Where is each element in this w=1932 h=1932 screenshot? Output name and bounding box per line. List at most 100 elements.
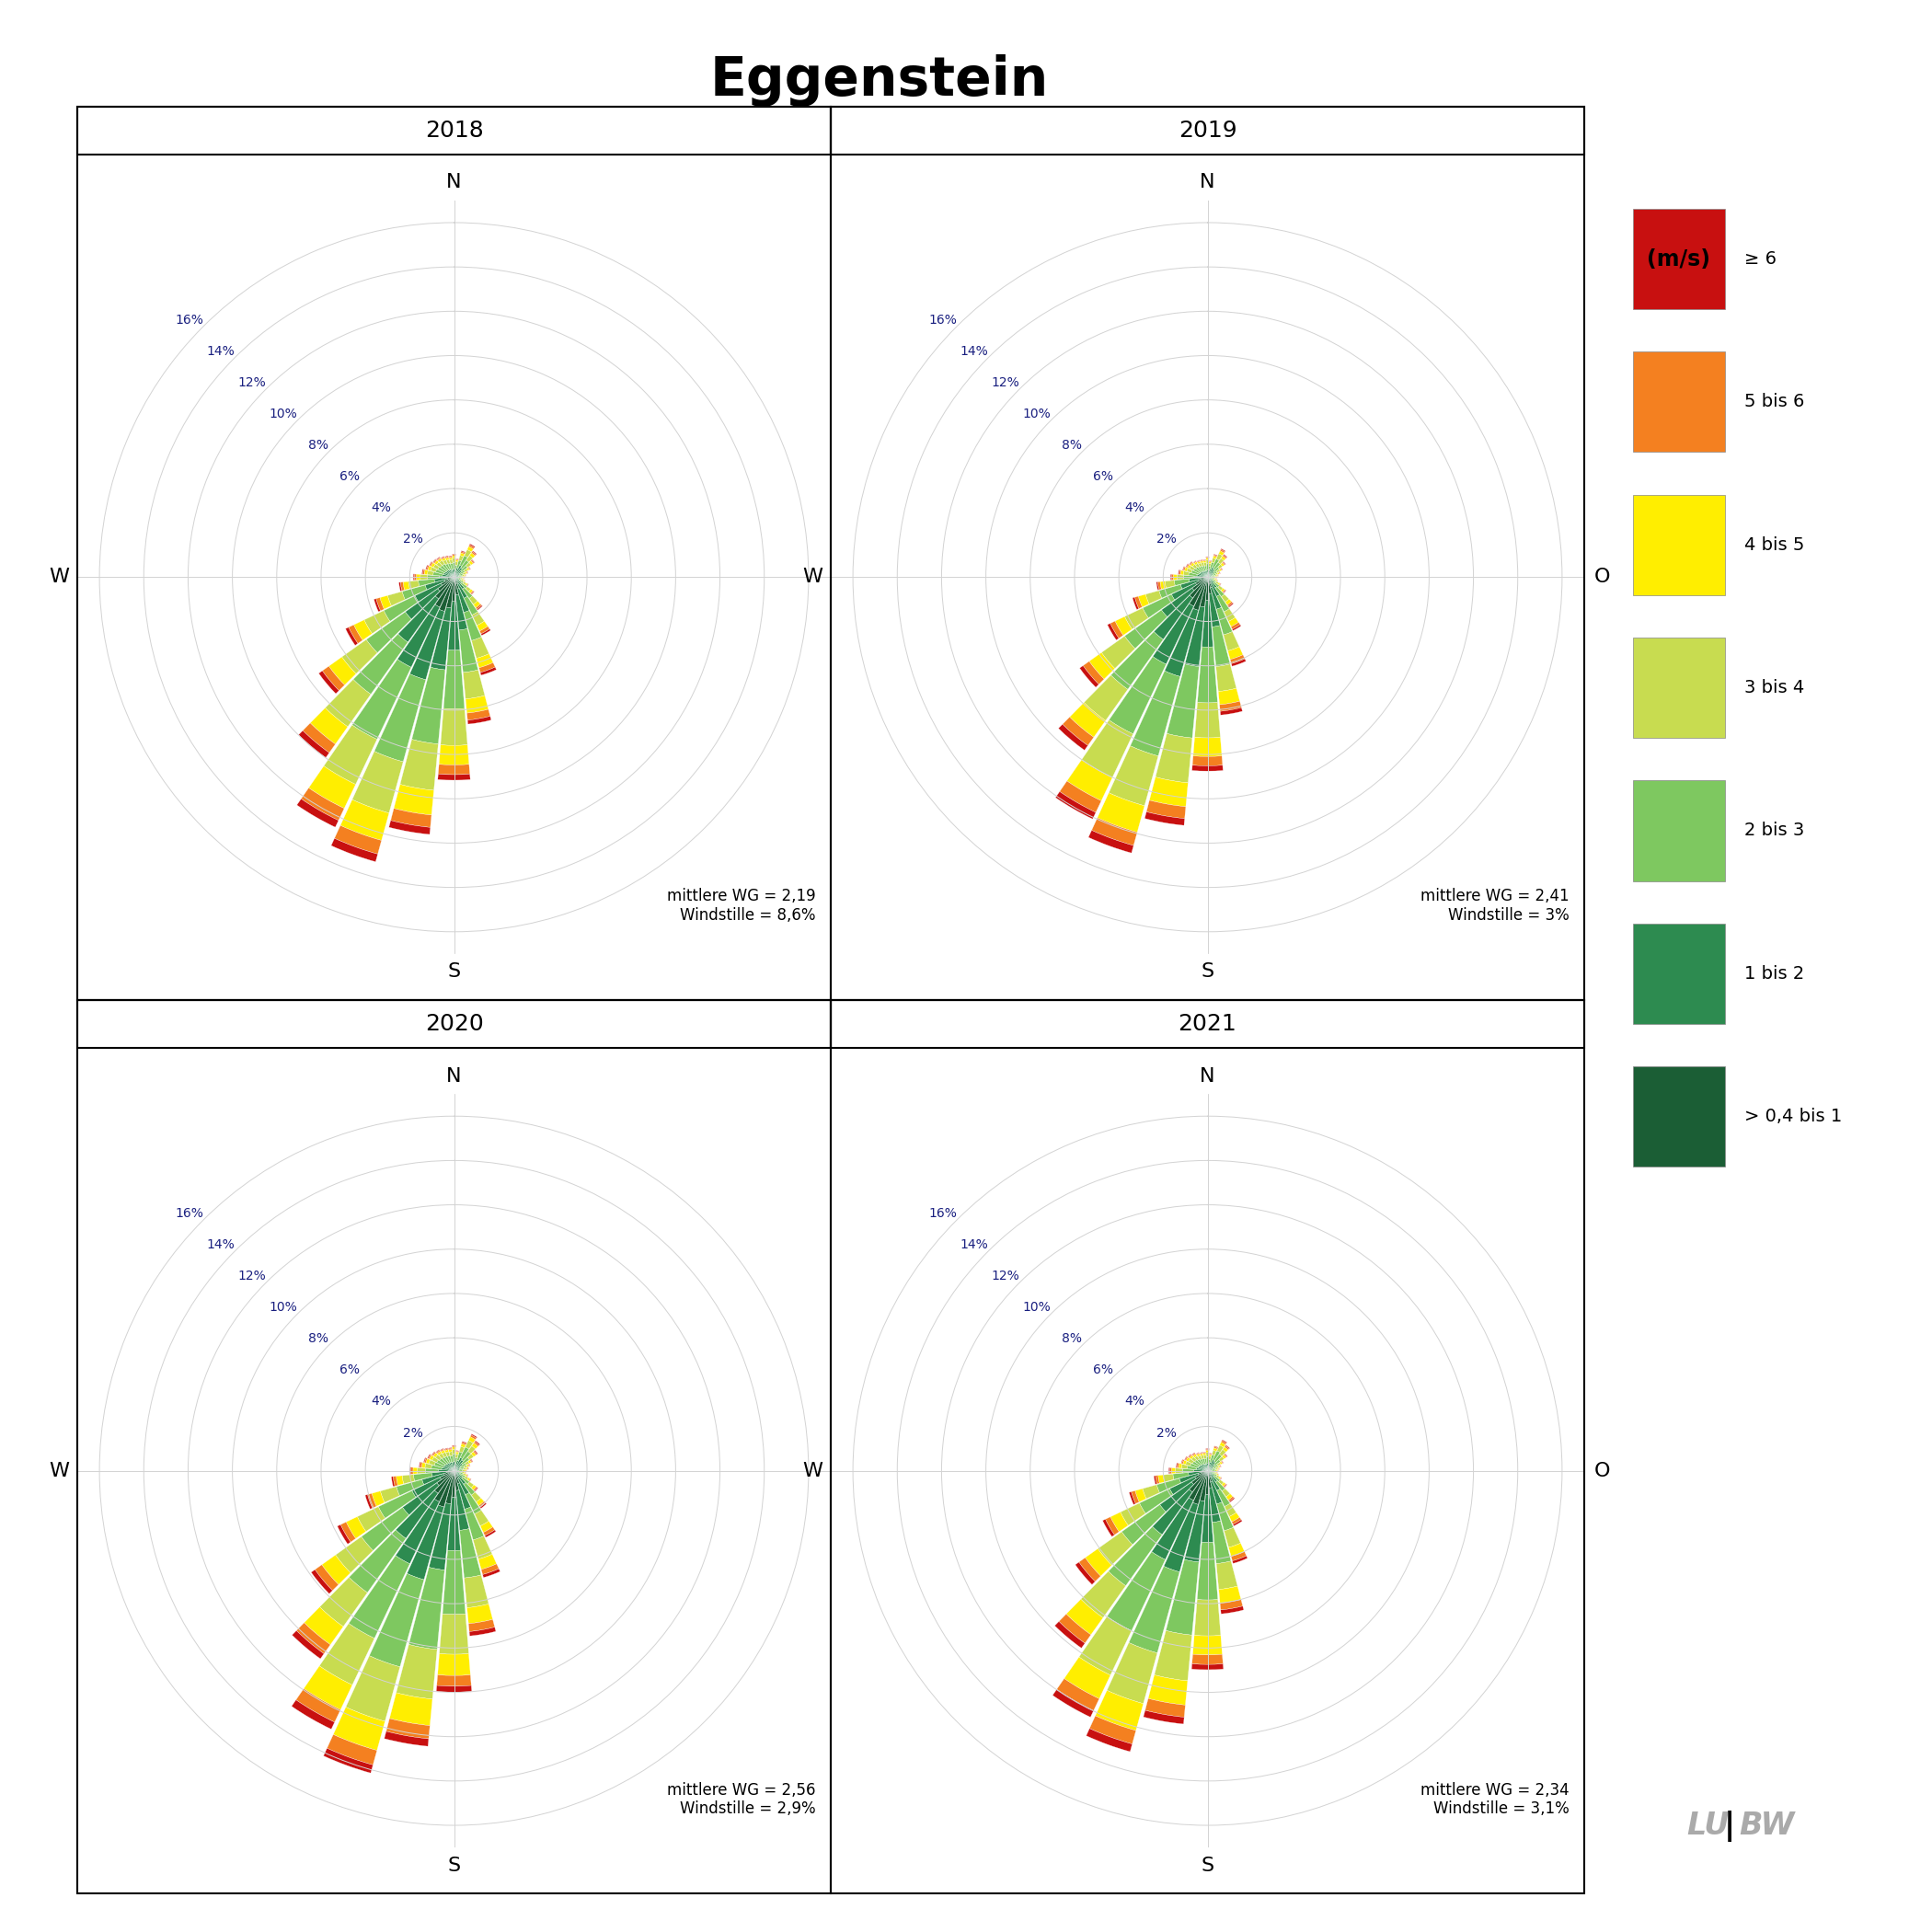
Bar: [1213, 582, 1219, 587]
Text: 3 bis 4: 3 bis 4: [1745, 678, 1804, 697]
Bar: [1194, 562, 1198, 564]
Bar: [1221, 1461, 1223, 1464]
Bar: [398, 582, 402, 591]
Bar: [1215, 572, 1217, 576]
Bar: [446, 1464, 452, 1468]
Text: 1 bis 2: 1 bis 2: [1745, 964, 1804, 983]
Bar: [1111, 632, 1163, 690]
Bar: [1213, 1447, 1217, 1451]
Bar: [1219, 1449, 1227, 1457]
Bar: [469, 595, 477, 605]
Bar: [1211, 583, 1219, 597]
Bar: [452, 576, 454, 578]
Bar: [454, 1457, 458, 1464]
Bar: [1209, 1472, 1215, 1476]
Bar: [444, 1464, 450, 1468]
Bar: [323, 667, 344, 690]
Bar: [1150, 777, 1188, 808]
Bar: [460, 1463, 466, 1468]
Bar: [440, 1468, 450, 1470]
Bar: [439, 578, 454, 591]
Bar: [1198, 578, 1208, 582]
Bar: [468, 568, 469, 570]
Bar: [444, 572, 452, 576]
Bar: [462, 587, 473, 599]
Bar: [1202, 1495, 1213, 1542]
Bar: [437, 562, 442, 568]
Bar: [1209, 562, 1211, 564]
Bar: [460, 570, 466, 574]
Bar: [311, 1569, 332, 1594]
Bar: [1157, 1474, 1165, 1484]
Bar: [431, 562, 435, 568]
Bar: [357, 1507, 384, 1532]
Bar: [464, 1482, 475, 1495]
Bar: [464, 549, 471, 558]
Bar: [1186, 564, 1188, 568]
Bar: [1194, 1461, 1202, 1466]
Bar: [473, 1486, 477, 1492]
Bar: [1215, 1480, 1225, 1492]
Bar: [1182, 1461, 1186, 1464]
Bar: [1194, 560, 1196, 562]
Bar: [440, 709, 468, 746]
Bar: [1101, 636, 1136, 668]
Bar: [460, 582, 468, 589]
Text: 2%: 2%: [402, 1426, 423, 1439]
Bar: [444, 578, 454, 582]
Bar: [1221, 707, 1242, 715]
Bar: [468, 1464, 469, 1466]
Bar: [1217, 595, 1229, 612]
Bar: [1192, 578, 1208, 591]
Bar: [1188, 564, 1192, 568]
Bar: [456, 566, 462, 574]
Bar: [1194, 1470, 1204, 1472]
Bar: [442, 558, 446, 562]
Bar: [456, 1472, 462, 1478]
Text: 12%: 12%: [991, 377, 1020, 388]
Bar: [1194, 1470, 1208, 1478]
Bar: [1213, 572, 1217, 574]
Bar: [408, 1505, 444, 1580]
Bar: [396, 1490, 439, 1538]
Bar: [1211, 574, 1215, 576]
Bar: [1208, 578, 1211, 593]
Bar: [1209, 1461, 1215, 1468]
Bar: [431, 1472, 446, 1476]
Bar: [1066, 759, 1113, 800]
Bar: [471, 612, 485, 626]
Bar: [1213, 556, 1217, 558]
Bar: [1132, 597, 1138, 611]
Bar: [1155, 734, 1192, 782]
Bar: [442, 1470, 454, 1476]
Bar: [433, 564, 439, 570]
Bar: [456, 568, 462, 574]
Bar: [371, 1492, 384, 1507]
Bar: [469, 589, 473, 593]
Bar: [444, 649, 464, 709]
Bar: [1188, 1470, 1208, 1501]
Bar: [1202, 572, 1206, 576]
Bar: [437, 1470, 454, 1486]
Bar: [471, 551, 477, 554]
Bar: [452, 1455, 456, 1463]
Bar: [1057, 1679, 1099, 1710]
Bar: [440, 556, 444, 558]
Bar: [1221, 1441, 1227, 1445]
Bar: [423, 570, 425, 574]
Bar: [437, 1451, 442, 1455]
Text: 14%: 14%: [207, 346, 234, 357]
Bar: [1217, 1503, 1233, 1530]
Bar: [1213, 1455, 1221, 1463]
Bar: [1209, 570, 1215, 576]
Bar: [450, 570, 454, 574]
Bar: [1206, 560, 1209, 564]
Bar: [1221, 568, 1223, 570]
Bar: [466, 1493, 481, 1515]
Bar: [440, 1449, 444, 1453]
Bar: [1184, 1501, 1206, 1563]
Bar: [1225, 609, 1235, 622]
Bar: [1227, 601, 1233, 607]
Bar: [1146, 591, 1161, 605]
Bar: [429, 562, 433, 566]
